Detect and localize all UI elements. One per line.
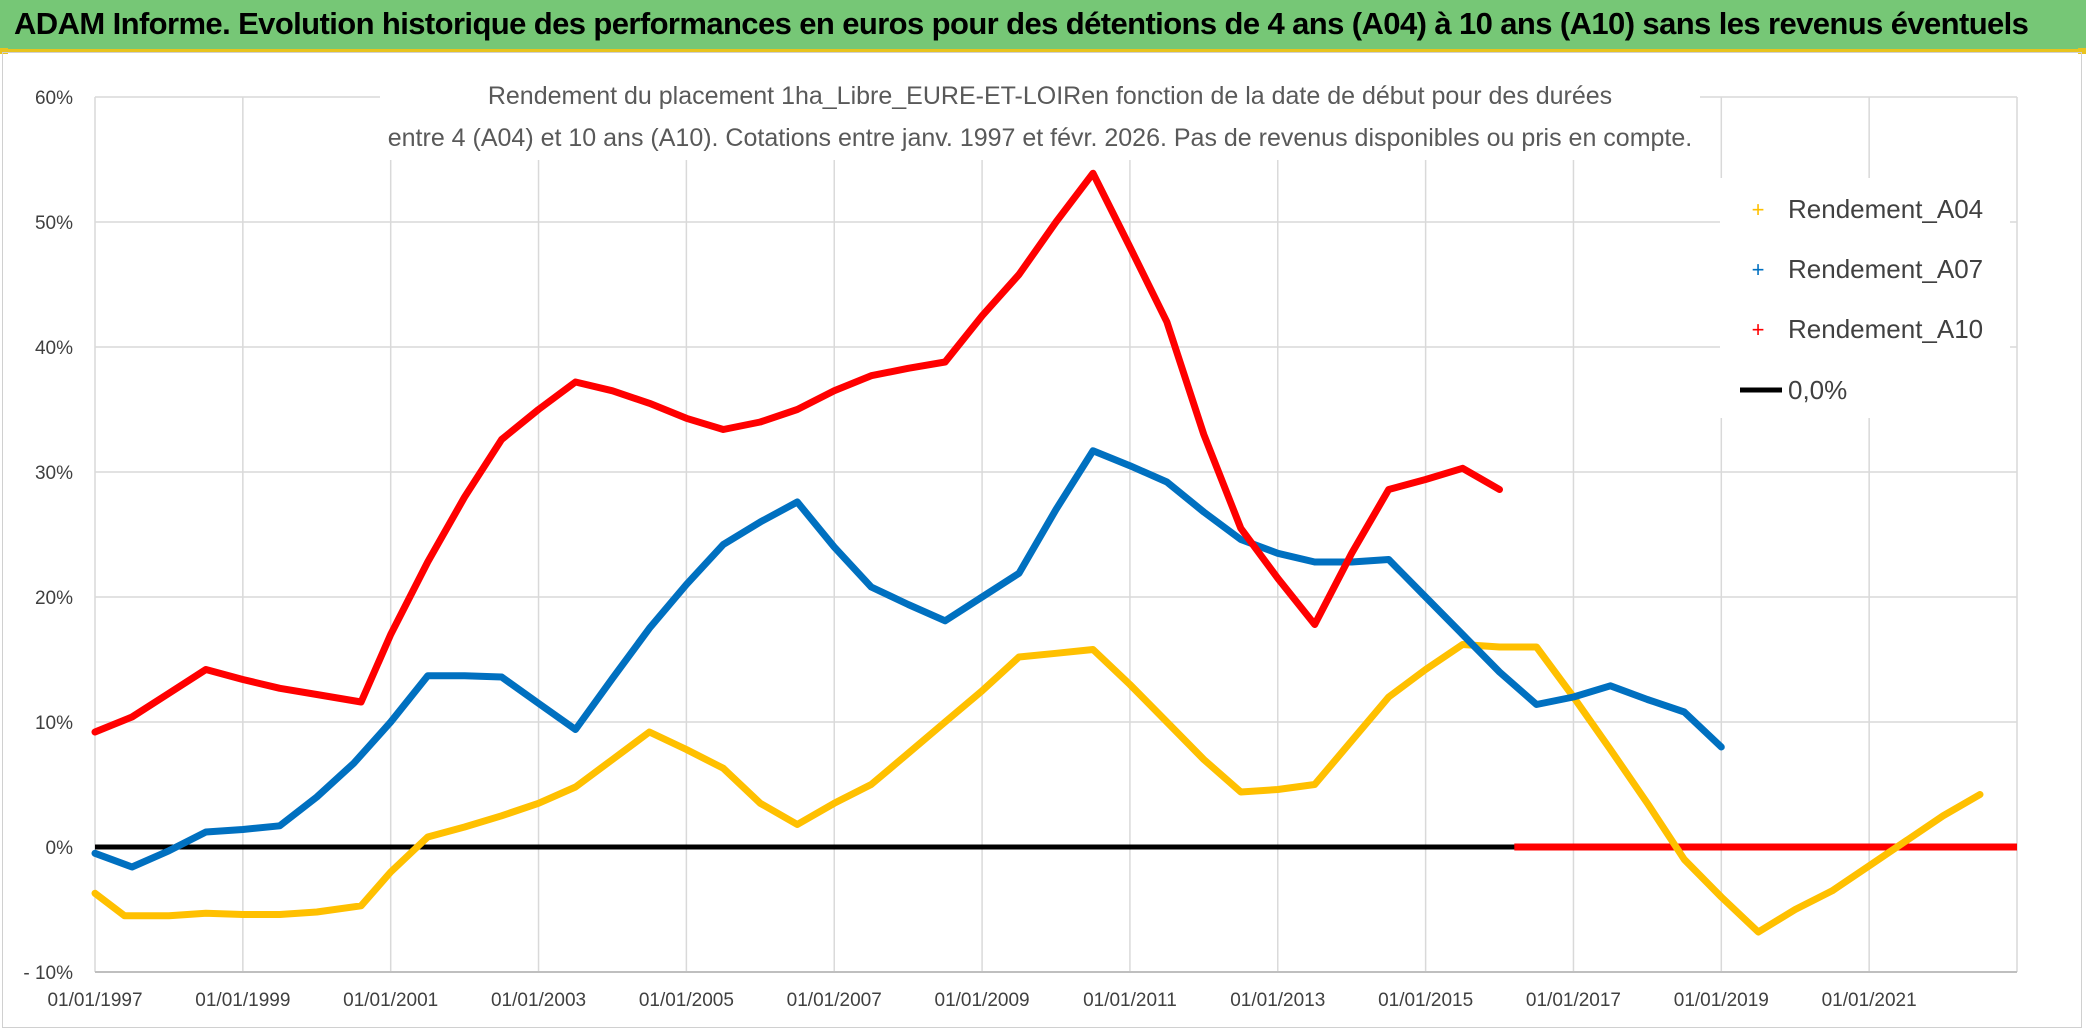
corner-accent-left [0, 48, 8, 54]
x-axis: 01/01/1997 01/01/1999 01/01/2001 01/01/2003… [47, 990, 1916, 1011]
y-tick-label: 40% [35, 338, 73, 359]
chart-border [2, 52, 2082, 1028]
gridlines [94, 96, 2018, 973]
legend-label-a10: Rendement_A10 [1788, 314, 1983, 344]
legend-label-a07: Rendement_A07 [1788, 254, 1983, 284]
series-group [91, 169, 2017, 936]
chart-title-line2: entre 4 (A04) et 10 ans (A10). Cotations… [388, 124, 1692, 152]
y-axis: 60% 50% 40% 30% 20% 10% 0% - 10% [23, 88, 73, 984]
y-tick-label: 60% [35, 88, 73, 109]
series-line-a10 [91, 169, 1503, 736]
x-tick-label: 01/01/2015 [1378, 990, 1473, 1011]
corner-accent-right [2078, 48, 2086, 54]
y-tick-label: 0% [46, 838, 74, 859]
series-line-a07 [91, 447, 1725, 871]
legend-label-a04: Rendement_A04 [1788, 194, 1983, 224]
legend-label-zero: 0,0% [1788, 375, 1847, 405]
y-tick-label: - 10% [23, 963, 73, 984]
series-line-a04 [91, 641, 1984, 936]
x-tick-label: 01/01/2005 [639, 990, 734, 1011]
x-tick-label: 01/01/1999 [195, 990, 290, 1011]
legend-marker-a07: + [1752, 257, 1765, 282]
x-tick-label: 01/01/2013 [1230, 990, 1325, 1011]
x-tick-label: 01/01/2021 [1822, 990, 1917, 1011]
legend-marker-a04: + [1752, 197, 1765, 222]
x-tick-label: 01/01/2017 [1526, 990, 1621, 1011]
x-tick-label: 01/01/2019 [1674, 990, 1769, 1011]
chart-title-line1: Rendement du placement 1ha_Libre_EURE-ET… [488, 82, 1612, 110]
header-title: ADAM Informe. Evolution historique des p… [14, 6, 2029, 41]
y-tick-label: 10% [35, 713, 73, 734]
x-tick-label: 01/01/2009 [935, 990, 1030, 1011]
chart-title-background [380, 78, 1700, 160]
x-tick-label: 01/01/2011 [1083, 990, 1177, 1011]
x-tick-label: 01/01/2003 [491, 990, 586, 1011]
x-tick-label: 01/01/1997 [47, 990, 142, 1011]
header-bar: ADAM Informe. Evolution historique des p… [0, 0, 2086, 52]
y-tick-label: 30% [35, 463, 73, 484]
x-tick-label: 01/01/2001 [343, 990, 438, 1011]
legend-marker-a10: + [1752, 317, 1765, 342]
x-tick-label: 01/01/2007 [787, 990, 882, 1011]
y-tick-label: 50% [35, 213, 73, 234]
legend: + Rendement_A04 + Rendement_A07 + Rendem… [1720, 178, 2010, 418]
y-tick-label: 20% [35, 588, 73, 609]
